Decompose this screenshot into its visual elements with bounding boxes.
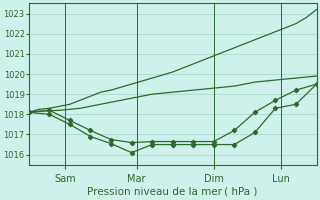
X-axis label: Pression niveau de la mer ( hPa ): Pression niveau de la mer ( hPa ) [87, 187, 258, 197]
